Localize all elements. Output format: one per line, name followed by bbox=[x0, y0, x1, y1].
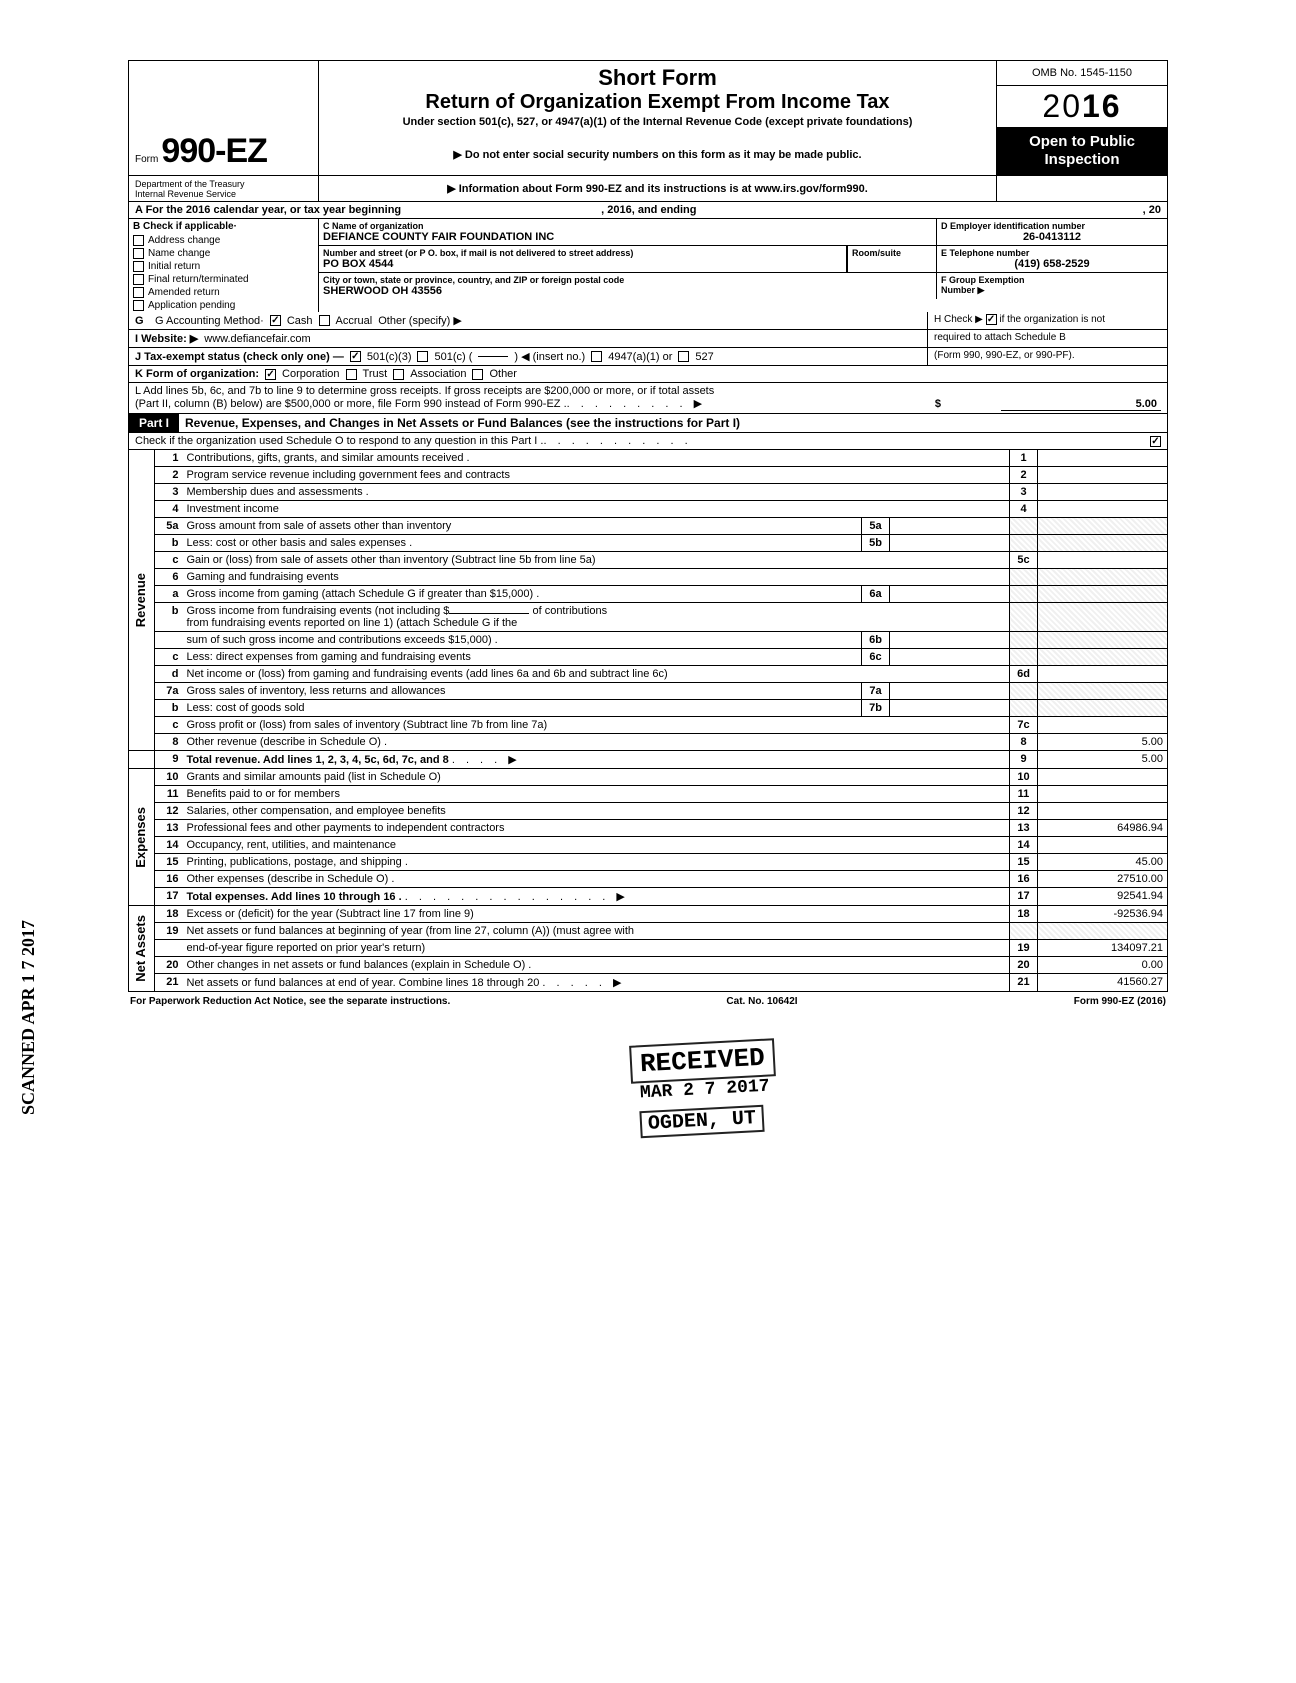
part-1-table: Revenue 1Contributions, gifts, grants, a… bbox=[128, 450, 1168, 992]
row-h: H Check ▶ if the organization is not bbox=[927, 312, 1167, 329]
form-number: 990-EZ bbox=[161, 132, 267, 170]
chk-501c[interactable] bbox=[417, 351, 428, 362]
part-1-header: Part I Revenue, Expenses, and Changes in… bbox=[128, 414, 1168, 433]
cell-address: Number and street (or P O. box, if mail … bbox=[319, 246, 847, 272]
cell-telephone: E Telephone number (419) 658-2529 bbox=[937, 246, 1167, 272]
chk-schedule-o-used[interactable] bbox=[1150, 436, 1161, 447]
title-short-form: Short Form bbox=[327, 65, 988, 91]
dept-row: Department of the Treasury Internal Reve… bbox=[128, 176, 1168, 202]
section-revenue: Revenue bbox=[133, 573, 148, 627]
chk-final-return[interactable]: Final return/terminated bbox=[129, 273, 318, 286]
col-b-checkboxes: B Check if applicable· Address change Na… bbox=[129, 219, 319, 312]
val-20: 0.00 bbox=[1038, 957, 1168, 974]
omb-number: OMB No. 1545-1150 bbox=[997, 61, 1167, 86]
chk-name-change[interactable]: Name change bbox=[129, 247, 318, 260]
tax-year: 2016 bbox=[997, 86, 1167, 127]
section-expenses: Expenses bbox=[133, 807, 148, 868]
cell-org-name: C Name of organization DEFIANCE COUNTY F… bbox=[319, 219, 937, 245]
header-right: OMB No. 1545-1150 2016 Open to Public In… bbox=[997, 61, 1167, 175]
header-form-box: Form 990-EZ bbox=[129, 61, 319, 175]
chk-527[interactable] bbox=[678, 351, 689, 362]
header-row: Form 990-EZ Short Form Return of Organiz… bbox=[128, 60, 1168, 176]
val-21: 41560.27 bbox=[1038, 974, 1168, 992]
chk-address-change[interactable]: Address change bbox=[129, 234, 318, 247]
chk-schedule-b-not-required[interactable] bbox=[986, 314, 997, 325]
part-1-subheader: Check if the organization used Schedule … bbox=[128, 433, 1168, 450]
val-18: -92536.94 bbox=[1038, 906, 1168, 923]
cell-room: Room/suite bbox=[847, 246, 937, 272]
line-l-amount: 5.00 bbox=[1001, 398, 1161, 411]
stamp-date: MAR 2 7 2017 bbox=[640, 1077, 770, 1104]
row-i: I Website: ▶ www.defiancefair.com requir… bbox=[128, 330, 1168, 348]
col-c-through-f: C Name of organization DEFIANCE COUNTY F… bbox=[319, 219, 1167, 312]
val-19: 134097.21 bbox=[1038, 940, 1168, 957]
cell-city: City or town, state or province, country… bbox=[319, 273, 937, 299]
website-value: www.defiancefair.com bbox=[204, 333, 310, 345]
subtitle: Under section 501(c), 527, or 4947(a)(1)… bbox=[327, 116, 988, 128]
chk-accrual[interactable] bbox=[319, 315, 330, 326]
chk-amended[interactable]: Amended return bbox=[129, 286, 318, 299]
section-net-assets: Net Assets bbox=[133, 915, 148, 982]
info-note: ▶ Information about Form 990-EZ and its … bbox=[319, 176, 997, 201]
form-prefix: Form bbox=[135, 154, 158, 165]
chk-association[interactable] bbox=[393, 369, 404, 380]
val-13: 64986.94 bbox=[1038, 820, 1168, 837]
dept-box: Department of the Treasury Internal Reve… bbox=[129, 176, 319, 201]
stamp-scanned: SCANNED APR 1 7 2017 bbox=[18, 920, 39, 1115]
row-k: K Form of organization: Corporation Trus… bbox=[128, 366, 1168, 383]
cell-ein: D Employer identification number 26-0413… bbox=[937, 219, 1167, 245]
chk-other-org[interactable] bbox=[472, 369, 483, 380]
open-to-public: Open to Public Inspection bbox=[997, 127, 1167, 175]
form-990ez: Form 990-EZ Short Form Return of Organiz… bbox=[128, 60, 1168, 1011]
chk-initial-return[interactable]: Initial return bbox=[129, 260, 318, 273]
cell-group-exemption: F Group Exemption Number ▶ bbox=[937, 273, 1167, 299]
note-ssn: ▶ Do not enter social security numbers o… bbox=[327, 148, 988, 161]
block-b-through-f: B Check if applicable· Address change Na… bbox=[128, 219, 1168, 312]
footer: For Paperwork Reduction Act Notice, see … bbox=[128, 992, 1168, 1011]
chk-501c3[interactable] bbox=[350, 351, 361, 362]
row-a: A For the 2016 calendar year, or tax yea… bbox=[128, 202, 1168, 219]
val-9: 5.00 bbox=[1038, 751, 1168, 769]
row-l: L Add lines 5b, 6c, and 7b to line 9 to … bbox=[128, 383, 1168, 414]
stamp-received: RECEIVED bbox=[629, 1038, 776, 1084]
header-title-box: Short Form Return of Organization Exempt… bbox=[319, 61, 997, 175]
chk-trust[interactable] bbox=[346, 369, 357, 380]
stamp-ogden: OGDEN, UT bbox=[639, 1105, 764, 1138]
chk-app-pending[interactable]: Application pending bbox=[129, 299, 318, 312]
row-j: J Tax-exempt status (check only one) — 5… bbox=[128, 348, 1168, 366]
chk-cash[interactable] bbox=[270, 315, 281, 326]
val-8: 5.00 bbox=[1038, 734, 1168, 751]
val-17: 92541.94 bbox=[1038, 888, 1168, 906]
chk-corporation[interactable] bbox=[265, 369, 276, 380]
val-15: 45.00 bbox=[1038, 854, 1168, 871]
title-return: Return of Organization Exempt From Incom… bbox=[327, 91, 988, 114]
val-16: 27510.00 bbox=[1038, 871, 1168, 888]
row-g-h: G G Accounting Method· Cash Accrual Othe… bbox=[128, 312, 1168, 330]
chk-4947[interactable] bbox=[591, 351, 602, 362]
